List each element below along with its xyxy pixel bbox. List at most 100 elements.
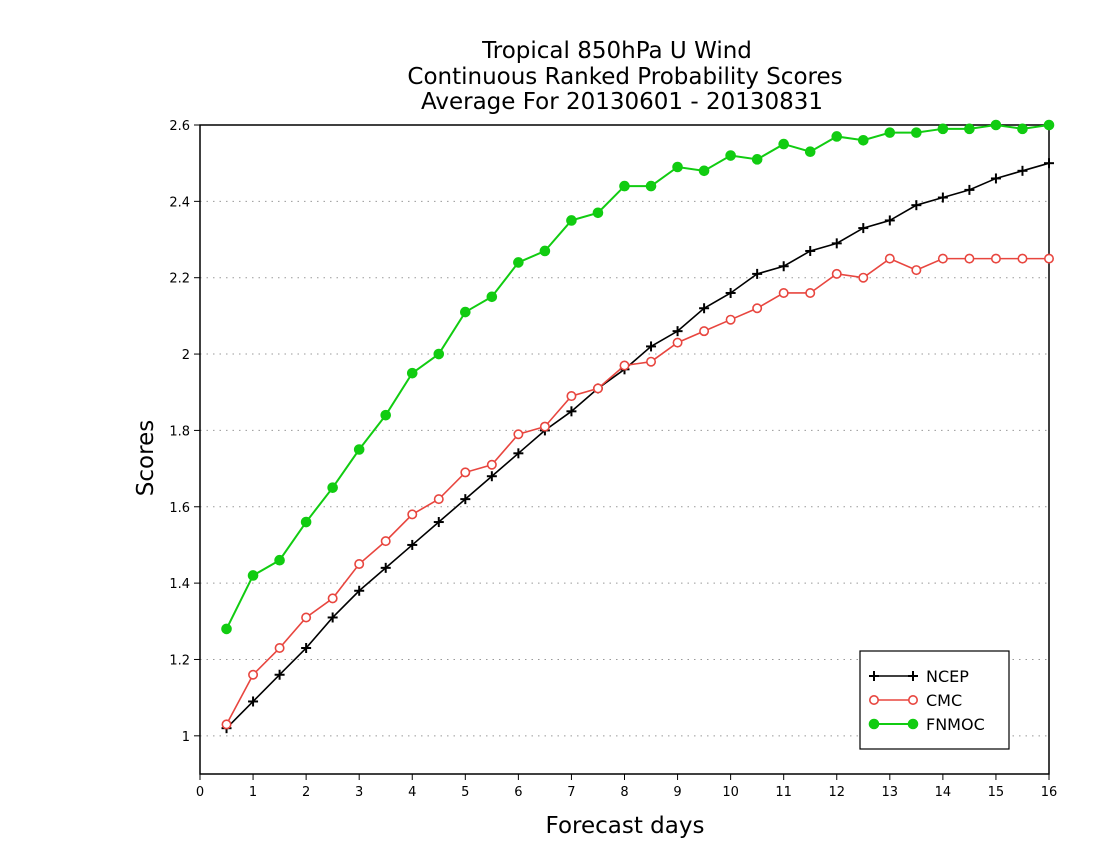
legend-item-cmc: CMC	[868, 691, 962, 710]
legend-swatch-marker	[907, 718, 919, 730]
x-tick-label: 0	[196, 785, 204, 800]
data-point-cmc	[354, 559, 365, 570]
data-point-fnmoc	[804, 146, 816, 158]
data-point-ncep	[460, 494, 471, 505]
data-point-cmc	[248, 669, 259, 680]
data-point-cmc	[831, 268, 842, 279]
x-axis-label: Forecast days	[546, 813, 705, 839]
grid-lines	[200, 124, 1049, 737]
x-tick-label: 1	[249, 785, 257, 800]
data-point-ncep	[805, 245, 816, 256]
data-point-fnmoc	[725, 150, 736, 161]
y-tick-label: 1.8	[169, 424, 190, 439]
x-tick-label: 8	[620, 785, 628, 800]
data-point-fnmoc	[566, 215, 577, 226]
data-point-ncep	[301, 643, 312, 654]
data-point-ncep	[699, 303, 710, 314]
data-point-cmc	[592, 383, 603, 394]
data-point-fnmoc	[353, 444, 365, 455]
y-tick-label: 2.4	[169, 195, 190, 210]
data-point-cmc	[911, 265, 922, 276]
x-tick-label: 13	[882, 785, 899, 800]
data-point-ncep	[858, 223, 869, 234]
series-group	[221, 119, 1055, 734]
data-point-fnmoc	[619, 180, 630, 192]
y-tick-label: 2	[182, 348, 190, 363]
data-point-ncep	[1017, 165, 1028, 176]
data-point-cmc	[937, 253, 948, 264]
data-point-ncep	[566, 406, 577, 417]
data-point-cmc	[274, 643, 285, 654]
data-point-cmc	[805, 287, 816, 298]
legend-swatch-marker	[868, 718, 880, 730]
y-tick-label: 2.2	[169, 272, 190, 287]
x-tick-label: 12	[828, 785, 845, 800]
x-tick-label: 3	[355, 785, 363, 800]
data-point-fnmoc	[857, 134, 869, 146]
legend-label-ncep: NCEP	[926, 667, 969, 686]
data-point-cmc	[858, 272, 869, 283]
data-point-fnmoc	[831, 131, 843, 142]
data-point-cmc	[566, 391, 577, 402]
data-point-ncep	[911, 200, 922, 211]
data-point-ncep	[354, 585, 365, 596]
data-point-cmc	[433, 494, 444, 505]
data-point-ncep	[513, 448, 524, 459]
chart-title-line-2: Continuous Ranked Probability Scores	[407, 64, 842, 90]
series-fnmoc	[221, 119, 1055, 635]
data-point-cmc	[513, 429, 524, 440]
data-point-cmc	[672, 337, 683, 348]
legend-item-ncep: NCEP	[869, 667, 969, 686]
data-point-cmc	[1017, 253, 1028, 264]
data-point-ncep	[884, 215, 895, 226]
y-tick-label: 1	[182, 730, 190, 745]
legend-label-cmc: CMC	[926, 691, 962, 710]
data-point-fnmoc	[300, 516, 312, 528]
data-point-cmc	[619, 360, 630, 371]
data-point-ncep	[778, 261, 789, 272]
series-line-ncep	[225, 162, 1050, 729]
data-point-ncep	[433, 517, 444, 528]
legend-items: NCEP CMC FNMOC	[868, 667, 985, 734]
legend-swatch-marker	[868, 694, 879, 705]
data-point-fnmoc	[460, 306, 471, 318]
data-point-fnmoc	[486, 291, 498, 303]
data-point-fnmoc	[247, 570, 259, 581]
data-point-fnmoc	[884, 127, 896, 138]
data-point-cmc	[327, 593, 338, 604]
data-point-cmc	[486, 459, 497, 470]
data-point-ncep	[1044, 158, 1054, 169]
y-tick-label: 1.2	[169, 653, 190, 668]
data-point-fnmoc	[937, 123, 949, 135]
data-point-cmc	[725, 314, 736, 325]
data-point-fnmoc	[964, 123, 975, 135]
chart-title-line-1: Tropical 850hPa U Wind	[481, 38, 752, 64]
data-point-cmc	[646, 356, 657, 367]
data-point-fnmoc	[274, 554, 285, 566]
data-point-fnmoc	[433, 348, 445, 360]
x-tick-label: 14	[935, 785, 952, 800]
legend: NCEP CMC FNMOC	[859, 650, 1010, 750]
data-point-fnmoc	[645, 180, 657, 192]
data-point-ncep	[486, 471, 497, 482]
data-point-ncep	[380, 562, 391, 573]
data-point-fnmoc	[1043, 119, 1055, 131]
legend-item-fnmoc: FNMOC	[868, 715, 985, 734]
data-point-ncep	[407, 539, 418, 550]
x-tick-label: 15	[988, 785, 1005, 800]
y-axis-label: Scores	[133, 420, 159, 496]
data-point-cmc	[990, 253, 1001, 264]
data-point-cmc	[1044, 253, 1055, 264]
chart-title-line-3: Average For 20130601 - 20130831	[421, 89, 823, 115]
x-axis-ticks: 0 1 2 3 4 5 6 7 8 9 10 11 12 13 14 15 16	[196, 774, 1057, 800]
legend-swatch-marker	[907, 694, 918, 705]
data-point-fnmoc	[1017, 123, 1028, 135]
data-point-cmc	[460, 467, 471, 478]
data-point-ncep	[672, 326, 683, 337]
data-point-ncep	[248, 696, 259, 707]
data-point-cmc	[778, 287, 789, 298]
x-tick-label: 9	[673, 785, 681, 800]
data-point-cmc	[301, 612, 312, 623]
data-point-fnmoc	[751, 154, 763, 165]
